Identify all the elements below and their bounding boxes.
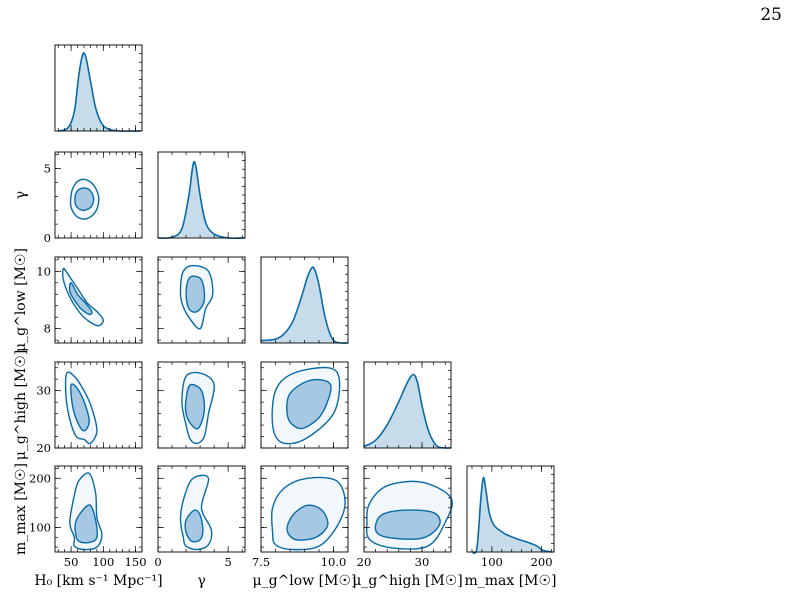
marginal-line [57,52,141,132]
marginal-panel-mmax [466,465,555,555]
contour-panel-mu_high-vs-H0 [54,361,143,449]
x-tick-label: 50 [64,555,79,569]
contour-panel-mmax-vs-mu_low [260,465,349,553]
panel-frame [54,151,143,239]
y-axis-label: m_max [M☉] [13,463,29,555]
x-tick-label: 100 [481,555,503,569]
marginal-fill [58,52,141,132]
y-tick-label: 0 [44,231,51,245]
x-tick-label: 20 [357,555,372,569]
panel-frame [157,361,246,449]
marginal-panel-H0 [54,44,143,132]
marginal-panel-mu_low [260,256,349,344]
x-tick-label: 10.0 [321,555,347,569]
contour-panel-mmax-vs-gamma [157,465,246,553]
x-axis-label: H₀ [km s⁻¹ Mpc⁻¹] [34,573,162,589]
panel-frame [363,465,452,553]
marginal-line [260,266,349,344]
page-number: 25 [760,5,782,25]
x-tick-label: 7.5 [252,555,270,569]
panel-frame [54,465,143,553]
contour-50 [74,187,95,212]
y-tick-label: 30 [36,384,51,398]
x-tick-label: 30 [415,555,430,569]
y-tick-label: 5 [44,162,51,176]
panel-frame [157,256,246,344]
contour-50 [184,509,204,543]
contour-panel-mmax-vs-mu_high [363,465,453,553]
contour-panel-gamma-vs-H0 [54,151,143,239]
contour-panel-mu_low-vs-gamma [157,256,246,344]
marginal-fill [364,374,451,448]
contour-90 [61,267,104,327]
contour-panel-mu_high-vs-gamma [157,361,246,449]
x-tick-label: 5 [224,555,231,569]
marginal-line [363,373,452,449]
x-tick-label: 0 [154,555,161,569]
contour-panel-mmax-vs-H0 [54,465,143,553]
x-tick-label: 100 [92,555,114,569]
contour-panel-mu_high-vs-mu_low [260,361,349,449]
contour-50 [185,275,206,313]
marginal-fill [158,161,245,239]
marginal-fill [472,477,553,554]
contour-50 [286,504,329,541]
contour-50 [74,504,98,544]
x-axis-label: γ [197,573,205,589]
panel-frame [54,361,143,449]
y-tick-label: 10 [36,264,51,278]
contour-50 [68,282,93,316]
y-tick-label: 8 [44,322,51,336]
marginal-panel-gamma [157,151,246,240]
y-axis-label: μ_g^low [M☉] [13,248,29,352]
y-axis-label: γ [13,191,29,199]
contour-50 [374,509,441,540]
x-tick-label: 200 [531,555,553,569]
x-axis-label: m_max [M☉] [464,573,556,589]
x-tick-label: 150 [125,555,147,569]
x-axis-label: μ_g^low [M☉] [253,573,357,589]
marginal-line [157,160,246,240]
contour-50 [286,378,332,430]
y-axis-label: μ_g^high [M☉] [13,350,29,461]
contour-50 [184,383,206,430]
y-tick-label: 200 [29,471,51,485]
panel-frame [157,465,246,553]
y-tick-label: 100 [29,520,51,534]
panel-frame [54,256,143,344]
y-tick-label: 20 [36,441,51,455]
x-axis-label: μ_g^high [M☉] [352,573,463,589]
marginal-fill [261,267,348,344]
marginal-panel-mu_high [363,361,452,449]
contour-panel-mu_low-vs-H0 [54,256,143,344]
marginal-line [471,476,553,555]
contour-50 [70,383,90,432]
